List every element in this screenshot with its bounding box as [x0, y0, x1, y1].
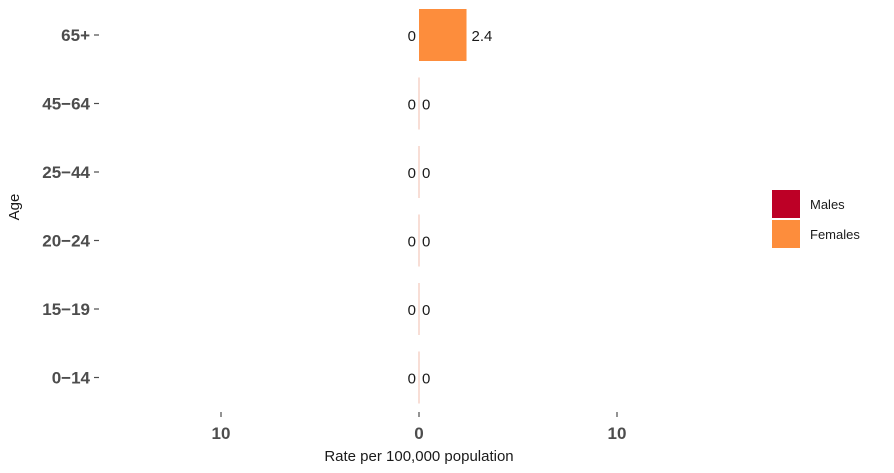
data-label-males: 0 [408, 234, 416, 251]
data-label-females: 0 [422, 165, 430, 182]
data-label-females: 0 [422, 371, 430, 388]
y-tick-label: 15−19 [42, 300, 90, 319]
data-label-females: 0 [422, 302, 430, 319]
data-label-males: 0 [408, 302, 416, 319]
x-tick-label: 10 [608, 424, 627, 443]
bar-females [419, 9, 467, 61]
data-label-males: 0 [408, 165, 416, 182]
data-label-females: 0 [422, 97, 430, 114]
x-tick-label: 10 [212, 424, 231, 443]
bars-layer [418, 9, 467, 404]
data-label-females: 0 [422, 234, 430, 251]
data-label-males: 0 [408, 97, 416, 114]
legend-swatch-males [772, 190, 800, 218]
legend: Males Females [772, 190, 860, 248]
y-tick-label: 25−44 [42, 163, 90, 182]
legend-label-males: Males [810, 197, 845, 212]
y-axis-title: Age [6, 194, 23, 221]
x-axis-title: Rate per 100,000 population [324, 448, 513, 465]
data-label-males: 0 [408, 28, 416, 45]
y-tick-label: 20−24 [42, 232, 90, 251]
data-labels-layer: 0 2.40 00 00 00 00 0 [408, 28, 493, 388]
y-tick-label: 0−14 [52, 369, 91, 388]
data-label-females: 2.4 [472, 28, 493, 45]
x-tick-label: 0 [414, 424, 423, 443]
data-label-males: 0 [408, 371, 416, 388]
y-tick-label: 65+ [61, 26, 90, 45]
legend-label-females: Females [810, 227, 860, 242]
y-axis: 65+ 45−64 25−44 20−24 15−19 0−14 [42, 26, 99, 388]
y-tick-label: 45−64 [42, 95, 90, 114]
legend-swatch-females [772, 220, 800, 248]
x-axis: 10 0 10 [212, 412, 627, 443]
